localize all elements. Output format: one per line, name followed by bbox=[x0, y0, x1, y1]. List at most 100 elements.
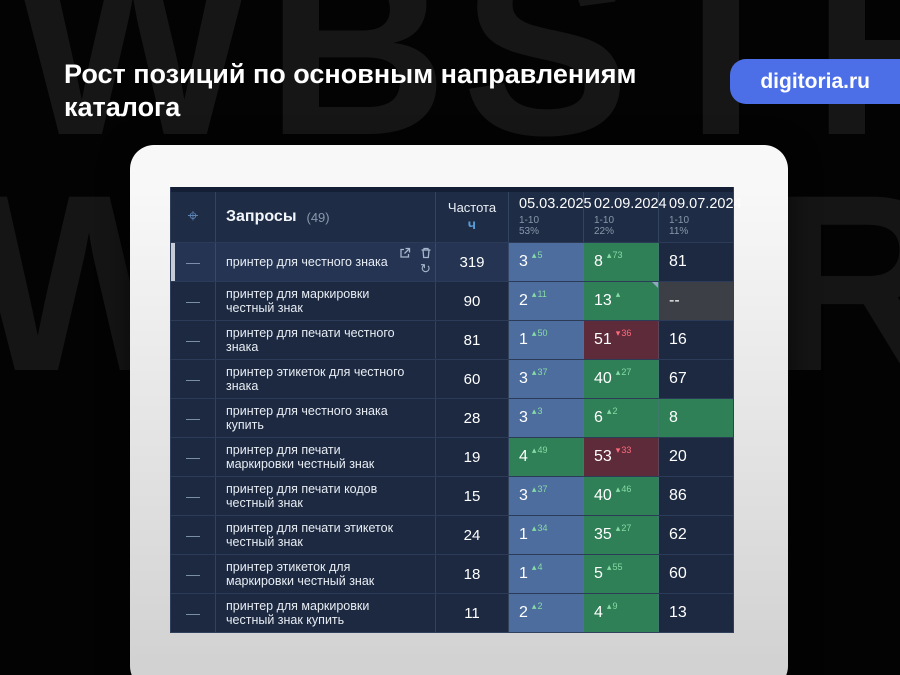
position-delta: 34 bbox=[532, 523, 547, 534]
row-actions: ↻ bbox=[398, 245, 432, 279]
position-cell[interactable]: 14 bbox=[509, 555, 584, 593]
screenshot-card: ⌖ Запросы (49) Частота ч 05.03.2025 1-10… bbox=[130, 145, 788, 675]
table-row[interactable]: — принтер этикеток для маркировки честны… bbox=[171, 554, 733, 593]
trash-icon[interactable] bbox=[419, 246, 432, 259]
position-value: -- bbox=[669, 292, 680, 309]
position-cell[interactable]: 1 34 bbox=[509, 516, 584, 554]
query-cell[interactable]: принтер для честного знака купить bbox=[216, 399, 436, 437]
table-row[interactable]: — принтер для маркировки честный знак ку… bbox=[171, 593, 733, 632]
position-cell[interactable]: 51 36 bbox=[584, 321, 659, 359]
position-cell[interactable]: 86 bbox=[659, 477, 733, 515]
row-drag-handle[interactable]: — bbox=[171, 243, 216, 281]
query-cell[interactable]: принтер для печати маркировки честный зн… bbox=[216, 438, 436, 476]
position-cell[interactable]: 22 bbox=[509, 594, 584, 632]
position-cell[interactable]: 49 bbox=[584, 594, 659, 632]
queries-column-header[interactable]: Запросы (49) bbox=[216, 192, 436, 242]
position-cell-with-note[interactable]: 13 bbox=[584, 282, 659, 320]
query-cell[interactable]: принтер для печати честного знака bbox=[216, 321, 436, 359]
position-cell[interactable]: 62 bbox=[584, 399, 659, 437]
brand-badge[interactable]: digitoria.ru bbox=[730, 59, 900, 104]
frequency-column-header[interactable]: Частота ч bbox=[436, 192, 509, 242]
position-delta: 73 bbox=[607, 250, 622, 261]
position-value: 1 bbox=[519, 526, 528, 543]
query-cell[interactable]: принтер для честного знака ↻ bbox=[216, 243, 436, 281]
query-text: принтер для маркировки честный знак купи… bbox=[226, 598, 370, 627]
position-value: 13 bbox=[594, 292, 612, 309]
position-delta: 50 bbox=[532, 328, 547, 339]
refresh-icon[interactable]: ↻ bbox=[420, 261, 431, 276]
position-value: 81 bbox=[669, 253, 687, 270]
table-row[interactable]: — принтер для печати этикеток честный зн… bbox=[171, 515, 733, 554]
position-delta: 36 bbox=[616, 328, 631, 339]
query-cell[interactable]: принтер для маркировки честный знак bbox=[216, 282, 436, 320]
position-value: 35 bbox=[594, 526, 612, 543]
row-dash: — bbox=[186, 293, 200, 309]
position-delta: 37 bbox=[532, 484, 547, 495]
position-cell[interactable]: 60 bbox=[659, 555, 733, 593]
date-column-header-1[interactable]: 05.03.2025 1-10 53% bbox=[509, 192, 592, 242]
query-text: принтер для печати этикеток честный знак bbox=[226, 520, 394, 549]
table-row[interactable]: — принтер для честного знака ↻ 319 35 87… bbox=[171, 242, 733, 281]
position-value: 2 bbox=[519, 604, 528, 621]
position-cell[interactable]: 62 bbox=[659, 516, 733, 554]
row-drag-handle[interactable]: — bbox=[171, 438, 216, 476]
position-cell[interactable]: 16 bbox=[659, 321, 733, 359]
position-value: 62 bbox=[669, 526, 687, 543]
position-cell[interactable]: 1 50 bbox=[509, 321, 584, 359]
position-delta: 2 bbox=[607, 406, 617, 417]
target-column-header[interactable]: ⌖ bbox=[171, 192, 216, 242]
table-row[interactable]: — принтер этикеток для честного знака 60… bbox=[171, 359, 733, 398]
position-cell[interactable]: 2 11 bbox=[509, 282, 584, 320]
table-row[interactable]: — принтер для печати честного знака 81 1… bbox=[171, 320, 733, 359]
row-drag-handle[interactable]: — bbox=[171, 555, 216, 593]
row-dash: — bbox=[186, 605, 200, 621]
table-row[interactable]: — принтер для печати маркировки честный … bbox=[171, 437, 733, 476]
position-delta: 11 bbox=[532, 289, 546, 300]
frequency-cell: 18 bbox=[436, 555, 509, 593]
position-cell[interactable]: 33 bbox=[509, 399, 584, 437]
frequency-cell: 81 bbox=[436, 321, 509, 359]
position-cell[interactable]: 555 bbox=[584, 555, 659, 593]
external-link-icon[interactable] bbox=[398, 246, 411, 259]
position-cell[interactable]: 35 bbox=[509, 243, 584, 281]
position-cell[interactable]: -- bbox=[659, 282, 733, 320]
position-cell[interactable]: 20 bbox=[659, 438, 733, 476]
row-drag-handle[interactable]: — bbox=[171, 282, 216, 320]
date-column-header-3[interactable]: 09.07.2024 1-10 11% bbox=[659, 192, 742, 242]
row-drag-handle[interactable]: — bbox=[171, 477, 216, 515]
row-drag-handle[interactable]: — bbox=[171, 516, 216, 554]
position-cell[interactable]: 40 46 bbox=[584, 477, 659, 515]
position-cell[interactable]: 35 27 bbox=[584, 516, 659, 554]
position-delta: 9 bbox=[607, 601, 617, 612]
table-row[interactable]: — принтер для честного знака купить 2 8 3… bbox=[171, 398, 733, 437]
position-value: 6 bbox=[594, 409, 603, 426]
query-cell[interactable]: принтер для печати кодов честный знак bbox=[216, 477, 436, 515]
row-drag-handle[interactable]: — bbox=[171, 360, 216, 398]
frequency-value: 90 bbox=[463, 292, 481, 310]
frequency-value: 81 bbox=[463, 331, 481, 349]
position-cell[interactable]: 40 27 bbox=[584, 360, 659, 398]
position-cell[interactable]: 13 bbox=[659, 594, 733, 632]
position-cell[interactable]: 4 49 bbox=[509, 438, 584, 476]
row-drag-handle[interactable]: — bbox=[171, 594, 216, 632]
row-drag-handle[interactable]: — bbox=[171, 399, 216, 437]
row-drag-handle[interactable]: — bbox=[171, 321, 216, 359]
position-value: 20 bbox=[669, 448, 687, 465]
date-column-header-2[interactable]: 02.09.2024 1-10 22% bbox=[584, 192, 667, 242]
position-cell[interactable]: 67 bbox=[659, 360, 733, 398]
position-cell[interactable]: 8 bbox=[659, 399, 733, 437]
date-label: 02.09.2024 bbox=[594, 196, 667, 213]
query-cell[interactable]: принтер для маркировки честный знак купи… bbox=[216, 594, 436, 632]
query-cell[interactable]: принтер этикеток для маркировки честный … bbox=[216, 555, 436, 593]
position-cell[interactable]: 81 bbox=[659, 243, 733, 281]
table-row[interactable]: — принтер для маркировки честный знак 90… bbox=[171, 281, 733, 320]
query-cell[interactable]: принтер для печати этикеток честный знак bbox=[216, 516, 436, 554]
position-cell[interactable]: 3 37 bbox=[509, 360, 584, 398]
query-cell[interactable]: принтер этикеток для честного знака bbox=[216, 360, 436, 398]
position-value: 60 bbox=[669, 565, 687, 582]
position-cell[interactable]: 8 73 bbox=[584, 243, 659, 281]
table-row[interactable]: — принтер для печати кодов честный знак … bbox=[171, 476, 733, 515]
position-cell[interactable]: 3 37 bbox=[509, 477, 584, 515]
crosshair-icon: ⌖ bbox=[187, 206, 199, 227]
position-cell[interactable]: 53 33 bbox=[584, 438, 659, 476]
